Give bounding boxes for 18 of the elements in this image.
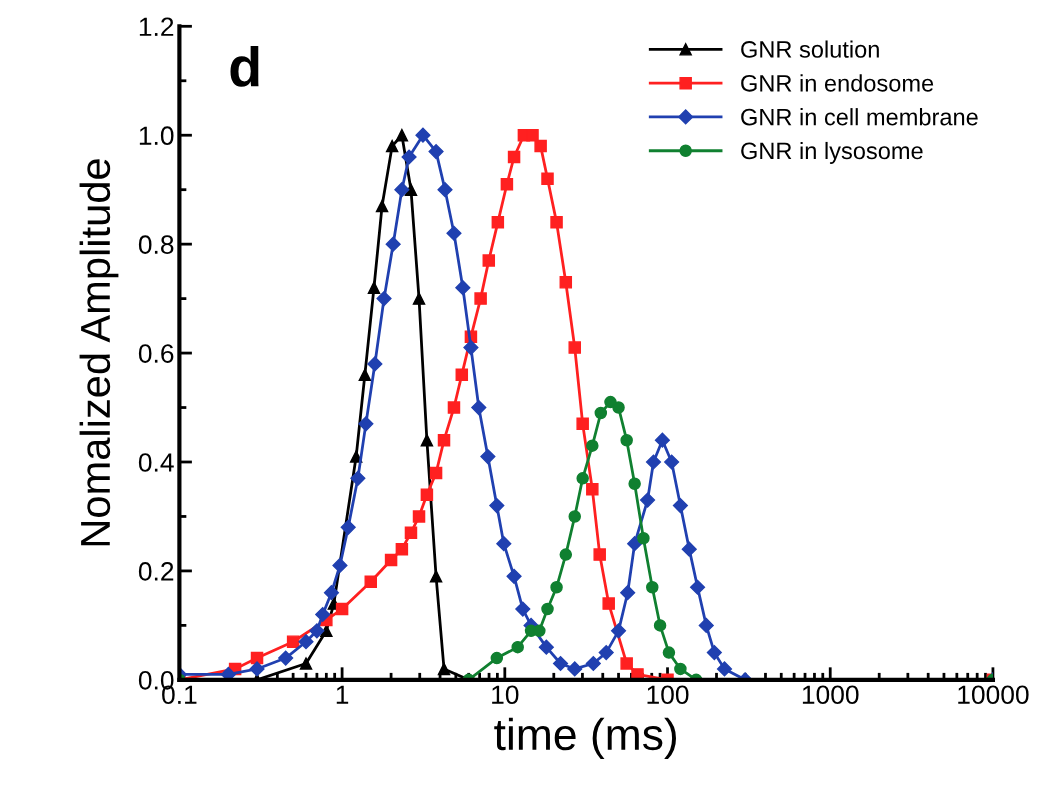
annotation: d bbox=[230, 45, 259, 87]
y-tick-label: 0.2 bbox=[138, 562, 174, 581]
legend-label: GNR in lysosome bbox=[741, 141, 923, 164]
x-tick-label: 1 bbox=[336, 685, 349, 704]
legend-label: GNR in endosome bbox=[741, 74, 934, 92]
x-tick-label: 1000 bbox=[802, 685, 859, 705]
y-tick-label: 0.8 bbox=[138, 235, 174, 254]
y-axis-title: Nomalized Amplitude bbox=[79, 159, 119, 546]
y-tick-label: 1.0 bbox=[139, 126, 174, 146]
x-tick-label: 10000 bbox=[958, 685, 1029, 705]
y-tick-label: 0.6 bbox=[138, 344, 174, 363]
y-tick-label: 0.4 bbox=[138, 453, 174, 472]
x-tick-label: 10 bbox=[492, 685, 519, 705]
x-tick-label: 100 bbox=[647, 685, 689, 705]
x-axis-title: time (ms) bbox=[494, 717, 676, 760]
legend-label: GNR solution bbox=[741, 40, 879, 58]
legend-label: GNR in cell membrane bbox=[741, 108, 978, 126]
y-tick-label: 1.2 bbox=[139, 17, 174, 36]
